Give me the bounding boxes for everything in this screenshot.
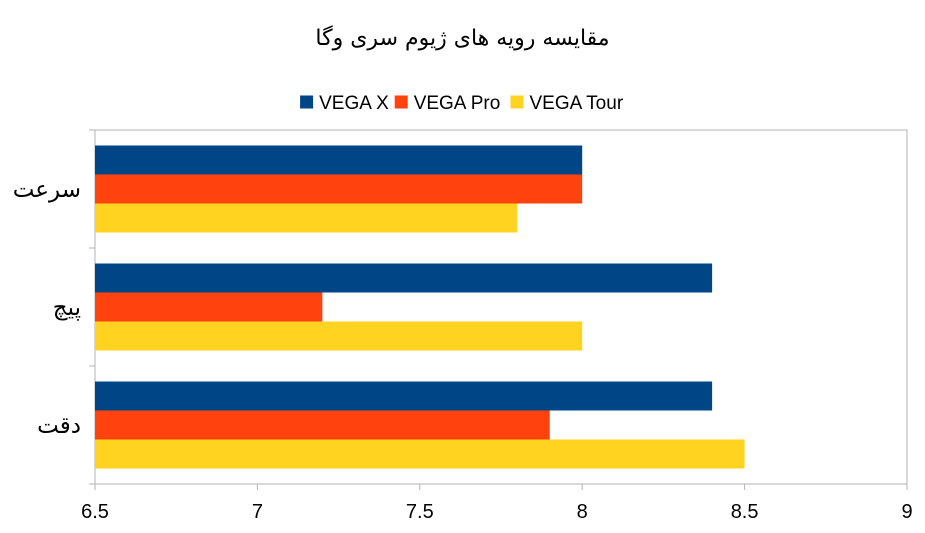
x-tick-label: 8 (577, 501, 588, 523)
bar-vega-pro-1 (95, 292, 323, 322)
legend-swatch (510, 95, 524, 109)
x-tick-label: 7 (252, 501, 263, 523)
category-label: دقت (37, 413, 81, 439)
bar-vega-pro-2 (95, 410, 550, 440)
category-label: سرعت (13, 177, 81, 203)
bar-vega-x-1 (95, 263, 713, 293)
legend-swatch (300, 95, 314, 109)
legend-label: VEGA Pro (414, 93, 501, 114)
legend-label: VEGA X (319, 93, 389, 114)
legend-label: VEGA Tour (530, 93, 624, 114)
bar-vega-x-2 (95, 381, 713, 411)
chart-title: مقایسه رویه های ژیوم سری وگا (315, 26, 610, 51)
legend: VEGA X VEGA Pro VEGA Tour (300, 93, 624, 114)
axes: سرعت پیچ دقت 6.5 7 7.5 8 8.5 9 (13, 129, 913, 523)
category-label: پیچ (53, 295, 81, 321)
bar-vega-x-0 (95, 145, 583, 175)
x-tick-label: 6.5 (81, 501, 109, 523)
legend-swatch (394, 95, 408, 109)
bars (95, 145, 745, 469)
bar-vega-tour-2 (95, 439, 745, 469)
bar-vega-tour-1 (95, 321, 583, 351)
x-tick-label: 9 (901, 501, 912, 523)
bar-vega-tour-0 (95, 203, 518, 233)
bar-vega-pro-0 (95, 174, 583, 204)
x-tick-label: 7.5 (406, 501, 434, 523)
x-tick-label: 8.5 (731, 501, 759, 523)
